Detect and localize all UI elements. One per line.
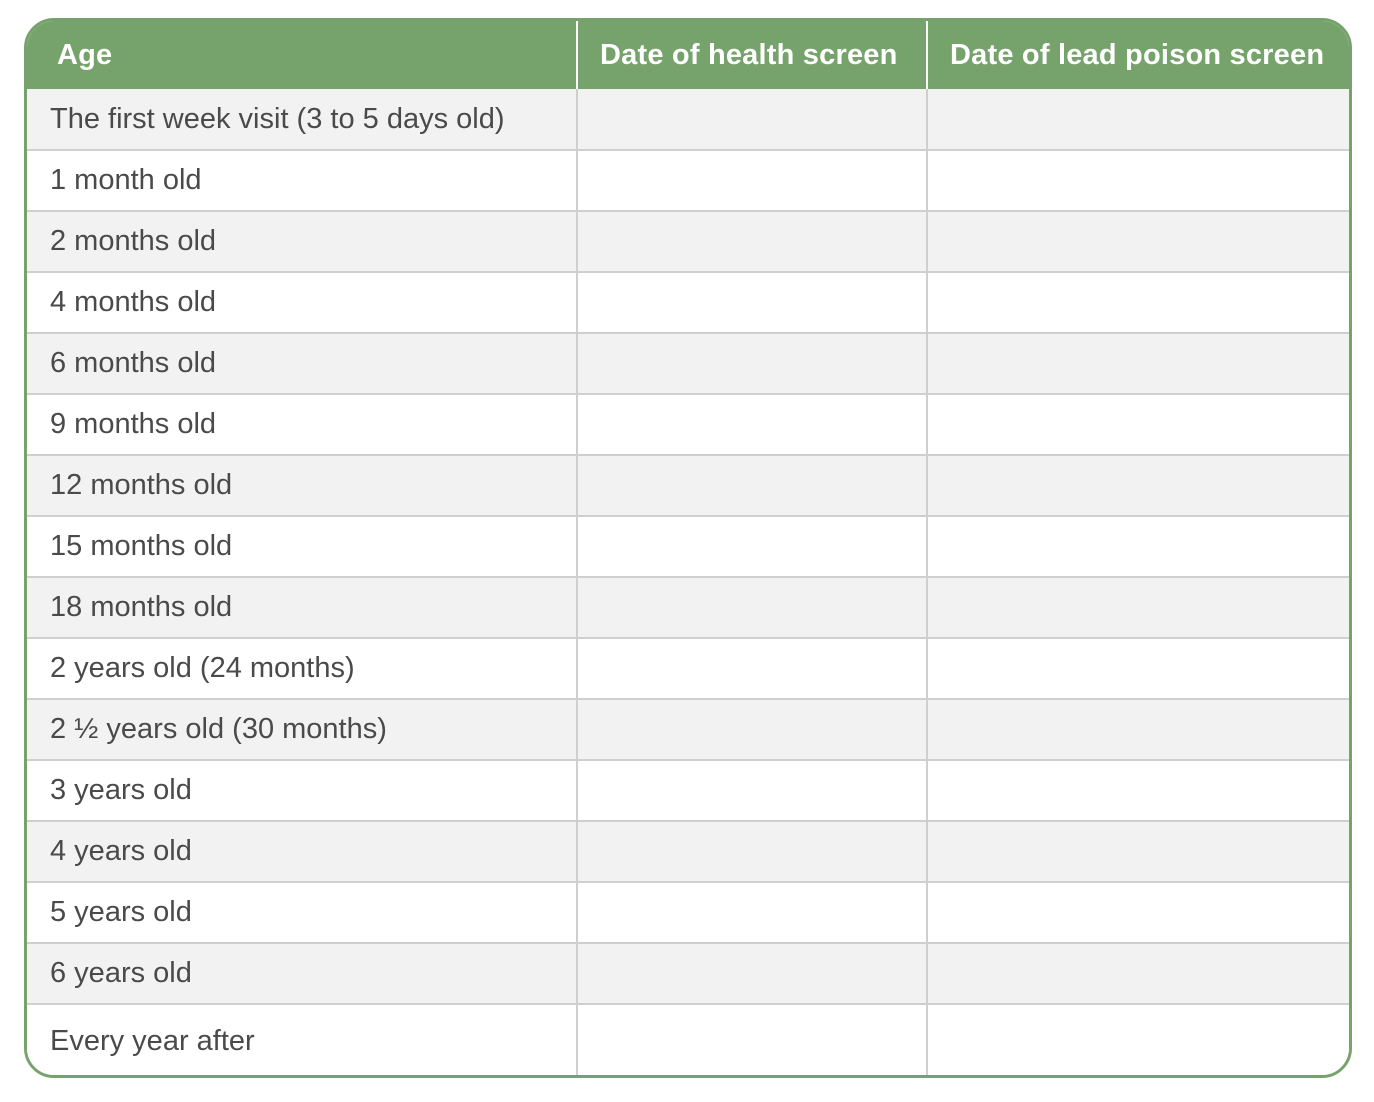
lead-poison-screen-date-cell[interactable]	[926, 881, 1349, 943]
age-cell: 18 months old	[27, 576, 577, 638]
age-cell: 12 months old	[27, 454, 577, 516]
table-row: 1 month old	[27, 149, 1349, 211]
table-row: 2 ½ years old (30 months)	[27, 698, 1349, 760]
health-screen-date-cell[interactable]	[576, 881, 927, 943]
age-cell: 2 years old (24 months)	[27, 637, 577, 699]
table-row: 4 months old	[27, 271, 1349, 333]
table-row: 6 years old	[27, 942, 1349, 1004]
table-row: 9 months old	[27, 393, 1349, 455]
lead-poison-screen-date-cell[interactable]	[926, 210, 1349, 272]
health-screen-date-cell[interactable]	[576, 942, 927, 1004]
table-row: 12 months old	[27, 454, 1349, 516]
age-cell: The first week visit (3 to 5 days old)	[50, 102, 505, 135]
table-row: 6 months old	[27, 332, 1349, 394]
age-cell: 1 month old	[27, 149, 577, 211]
lead-poison-screen-date-cell[interactable]	[926, 393, 1349, 455]
screening-table: Age Date of health screen Date of lead p…	[27, 21, 1349, 1075]
age-cell: 4 months old	[27, 271, 577, 333]
table-row: The first week visit (3 to 5 days old)	[27, 89, 1349, 150]
header-health-screen-date: Date of health screen	[576, 21, 927, 89]
lead-poison-screen-date-cell[interactable]	[926, 1003, 1349, 1075]
lead-poison-screen-date-cell[interactable]	[926, 698, 1349, 760]
table-row: 4 years old	[27, 820, 1349, 882]
age-cell: 6 years old	[27, 942, 577, 1004]
health-screen-date-cell[interactable]	[576, 698, 927, 760]
health-screen-date-cell[interactable]	[576, 576, 927, 638]
lead-poison-screen-date-cell[interactable]	[926, 759, 1349, 821]
lead-poison-screen-date-cell[interactable]	[926, 576, 1349, 638]
table-row: 18 months old	[27, 576, 1349, 638]
table-row: 2 years old (24 months)	[27, 637, 1349, 699]
table-row: 3 years old	[27, 759, 1349, 821]
table-header: Age Date of health screen Date of lead p…	[27, 21, 1349, 89]
age-cell: 3 years old	[27, 759, 577, 821]
lead-poison-screen-date-cell[interactable]	[926, 637, 1349, 699]
table-row: Every year after	[27, 1003, 1349, 1075]
lead-poison-screen-date-cell[interactable]	[926, 454, 1349, 516]
table-row: 5 years old	[27, 881, 1349, 943]
header-lead-poison-screen-date: Date of lead poison screen	[926, 21, 1349, 89]
lead-poison-screen-date-cell[interactable]	[926, 332, 1349, 394]
age-cell: 2 months old	[27, 210, 577, 272]
lead-poison-screen-date-cell[interactable]	[926, 271, 1349, 333]
age-cell: 2 ½ years old (30 months)	[27, 698, 577, 760]
health-screen-date-cell[interactable]	[576, 210, 927, 272]
table-body: The first week visit (3 to 5 days old) 1 …	[27, 89, 1349, 1075]
age-cell: 6 months old	[27, 332, 577, 394]
health-screen-date-cell[interactable]	[576, 332, 927, 394]
table-row: 2 months old	[27, 210, 1349, 272]
health-screen-date-cell[interactable]	[576, 393, 927, 455]
health-screen-date-cell[interactable]	[576, 637, 927, 699]
lead-poison-screen-date-cell[interactable]	[926, 149, 1349, 211]
age-cell: 5 years old	[27, 881, 577, 943]
health-screen-date-cell[interactable]	[576, 820, 927, 882]
age-cell: 4 years old	[27, 820, 577, 882]
age-cell: 15 months old	[27, 515, 577, 577]
screening-schedule-table: Age Date of health screen Date of lead p…	[24, 18, 1352, 1078]
table-row: 15 months old	[27, 515, 1349, 577]
lead-poison-screen-date-cell[interactable]	[926, 942, 1349, 1004]
age-cell: Every year after	[27, 1003, 577, 1075]
health-screen-date-cell[interactable]	[576, 759, 927, 821]
lead-poison-screen-date-cell[interactable]	[926, 515, 1349, 577]
health-screen-date-cell[interactable]	[576, 271, 927, 333]
lead-poison-screen-date-cell[interactable]	[926, 89, 1349, 150]
lead-poison-screen-date-cell[interactable]	[926, 820, 1349, 882]
header-age: Age	[57, 38, 113, 71]
health-screen-date-cell[interactable]	[576, 89, 927, 150]
health-screen-date-cell[interactable]	[576, 1003, 927, 1075]
health-screen-date-cell[interactable]	[576, 454, 927, 516]
header-row: Age Date of health screen Date of lead p…	[27, 21, 1349, 89]
health-screen-date-cell[interactable]	[576, 515, 927, 577]
health-screen-date-cell[interactable]	[576, 149, 927, 211]
age-cell: 9 months old	[27, 393, 577, 455]
